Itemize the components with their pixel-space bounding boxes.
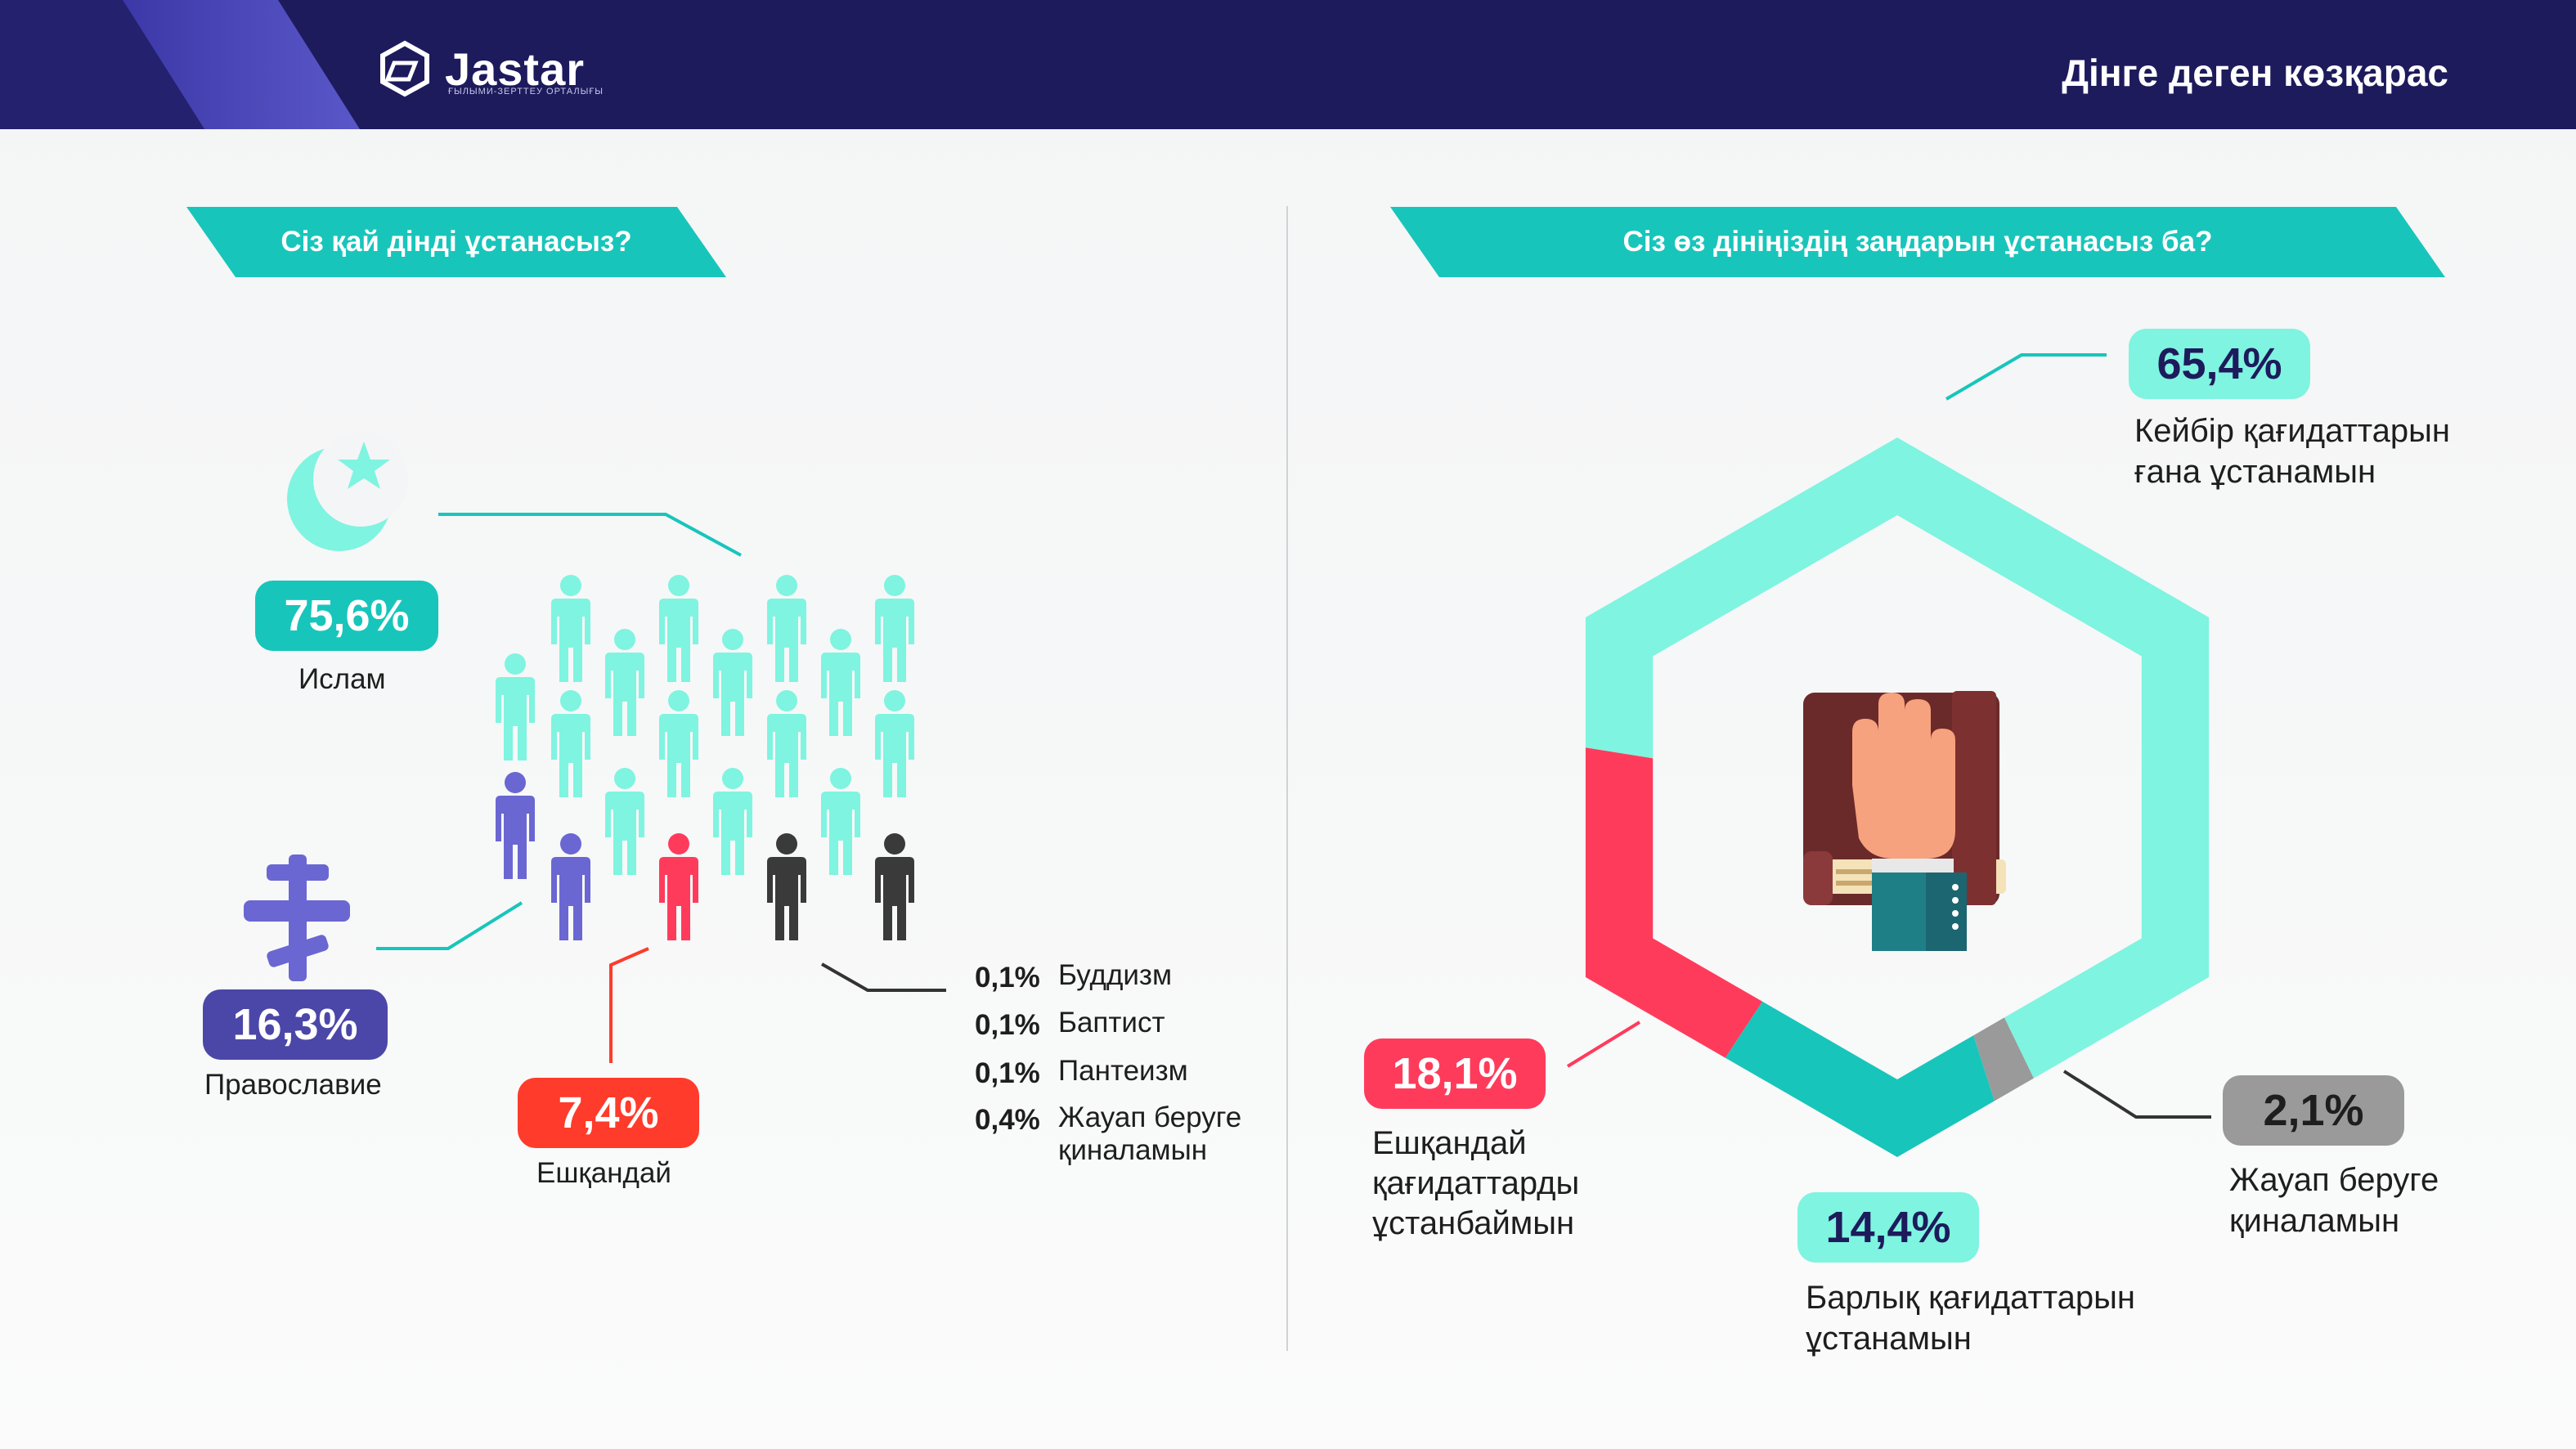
person-figure: [659, 833, 698, 940]
none-right-label-line3: ұстанбаймын: [1372, 1205, 1575, 1241]
orthodox-cross-icon: [244, 855, 350, 981]
person-figure: [875, 575, 914, 682]
pantheism-label: Пантеизм: [1058, 1055, 1188, 1087]
person-figure: [875, 833, 914, 940]
na-right-leader-line: [2062, 1070, 2211, 1119]
person-figure: [605, 768, 644, 875]
person-figure: [659, 690, 698, 797]
slice-no-answer: [1973, 1017, 2034, 1101]
person-figure: [496, 772, 535, 879]
people-pictogram: [496, 575, 914, 940]
person-figure: [551, 575, 590, 682]
islam-leader-line: [438, 513, 742, 557]
na-left-label: Жауап беруге қиналамын: [1058, 1101, 1242, 1166]
person-figure: [659, 575, 698, 682]
some-label-line2: ғана ұстанамын: [2134, 454, 2376, 490]
all-pct-badge: 14,4%: [1797, 1192, 1979, 1263]
others-leader-line: [821, 962, 946, 992]
page-title: Дінге деген көзқарас: [2062, 52, 2448, 94]
islam-pct-badge: 75,6%: [255, 581, 438, 651]
header-accent-stripe: [0, 0, 360, 129]
person-figure: [496, 653, 535, 760]
slice-some-principles: [1897, 437, 2210, 1079]
hand-on-book-icon: [1803, 691, 2006, 951]
right-question-banner: Сіз өз дініңіздің заңдарын ұстанасыз ба?: [1390, 207, 2445, 277]
some-label-line1: Кейбір қағидаттарын: [2134, 413, 2450, 449]
logo-text: Jastar: [445, 43, 586, 95]
person-figure: [605, 629, 644, 736]
slice-all-principles: [1725, 1001, 1995, 1157]
right-question-text: Сіз өз дініңіздің заңдарын ұстанасыз ба?: [1622, 226, 2213, 258]
person-figure: [713, 629, 752, 736]
baptist-pct: 0,1%: [975, 1009, 1040, 1041]
na-right-label-line2: қиналамын: [2229, 1203, 2400, 1239]
none-right-pct-badge: 18,1%: [1364, 1039, 1546, 1109]
logo-hexagon-icon: [380, 40, 429, 97]
left-question-banner: Сіз қай дінді ұстанасыз?: [186, 207, 726, 277]
none-right-label-line1: Ешқандай: [1372, 1125, 1527, 1161]
orthodox-leader-line: [376, 901, 523, 950]
person-figure: [713, 768, 752, 875]
na-left-pct: 0,4%: [975, 1104, 1040, 1136]
some-pct-badge: 65,4%: [2129, 329, 2310, 399]
some-leader-line: [1945, 353, 2107, 401]
pantheism-pct: 0,1%: [975, 1057, 1040, 1089]
header-bar: Jastar ҒЫЛЫМИ-ЗЕРТТЕУ ОРТАЛЫҒЫ Дінге дег…: [0, 0, 2576, 129]
slice-no-principles: [1585, 747, 1763, 1058]
logo-subtext: ҒЫЛЫМИ-ЗЕРТТЕУ ОРТАЛЫҒЫ: [448, 87, 604, 96]
person-figure: [821, 629, 860, 736]
crescent-star-icon: [287, 432, 408, 551]
slice-some-principles: [1585, 437, 1897, 759]
all-label-line2: ұстанамын: [1806, 1321, 1972, 1357]
person-figure: [767, 690, 806, 797]
none-leader-line: [609, 947, 649, 1063]
person-figure: [875, 690, 914, 797]
none-pct-badge: 7,4%: [518, 1078, 699, 1148]
all-label-line1: Барлық қағидаттарын: [1806, 1280, 2135, 1316]
buddhism-pct: 0,1%: [975, 962, 1040, 994]
na-right-label-line1: Жауап беруге: [2229, 1162, 2439, 1198]
person-figure: [821, 768, 860, 875]
islam-label: Ислам: [298, 663, 386, 695]
left-question-text: Сіз қай дінді ұстанасыз?: [280, 226, 632, 258]
orthodox-pct-badge: 16,3%: [203, 989, 388, 1060]
na-right-pct-badge: 2,1%: [2223, 1075, 2404, 1146]
center-divider: [1286, 206, 1288, 1351]
person-figure: [767, 833, 806, 940]
none-label: Ешқандай: [536, 1157, 671, 1189]
jastar-logo[interactable]: Jastar ҒЫЛЫМИ-ЗЕРТТЕУ ОРТАЛЫҒЫ: [376, 36, 603, 101]
person-figure: [551, 833, 590, 940]
person-figure: [551, 690, 590, 797]
orthodox-label: Православие: [204, 1069, 382, 1101]
none-right-label-line2: қағидаттарды: [1372, 1165, 1580, 1201]
buddhism-label: Буддизм: [1058, 959, 1173, 991]
person-figure: [767, 575, 806, 682]
baptist-label: Баптист: [1058, 1007, 1165, 1039]
none-right-leader-line: [1566, 1021, 1641, 1068]
